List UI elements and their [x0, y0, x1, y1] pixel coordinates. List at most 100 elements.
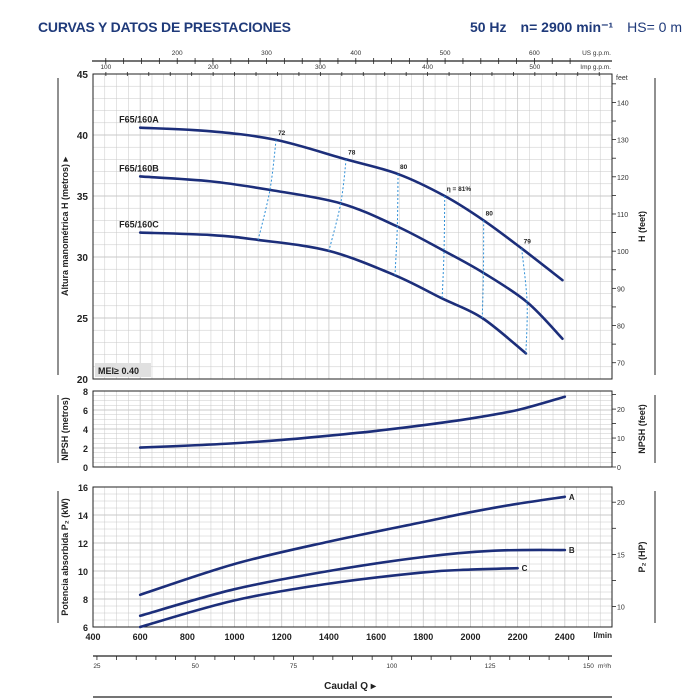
m3h-unit-label: m³/h: [598, 663, 611, 670]
right-tick-label: 90: [617, 286, 625, 293]
y-axis-title: Altura manométrica H (metros) ▸: [60, 157, 70, 297]
impgpm-tick-label: 400: [422, 64, 433, 71]
efficiency-label: 79: [524, 238, 532, 245]
x-unit-label: l/min: [593, 631, 612, 640]
y-axis-right-title: H (feet): [637, 211, 647, 242]
mei-label: MEI≥ 0.40: [98, 366, 139, 376]
speed: n= 2900 min⁻¹: [520, 19, 614, 35]
x-tick-label: 2400: [555, 632, 575, 642]
frequency: 50 Hz: [469, 19, 507, 35]
y-axis-right-title: P₂ (HP): [637, 541, 647, 572]
usgpm-tick-label: 600: [529, 50, 540, 57]
series-curve: [138, 548, 567, 618]
y-tick-label: 25: [77, 314, 89, 325]
usgpm-tick-label: 400: [350, 50, 361, 57]
series-curve: [138, 495, 567, 597]
efficiency-label: 72: [278, 130, 286, 137]
m3h-tick-label: 150: [583, 663, 594, 670]
efficiency-curve: [441, 195, 446, 299]
x-tick-label: 400: [85, 632, 100, 642]
impgpm-unit-label: Imp g.p.m.: [580, 64, 611, 71]
series-label: F65/160B: [119, 163, 159, 173]
efficiency-curve: [328, 159, 347, 252]
x-tick-label: 1200: [272, 632, 292, 642]
series-label: C: [522, 564, 528, 573]
usgpm-tick-label: 200: [172, 50, 183, 57]
y-tick-label: 8: [83, 595, 88, 605]
plot-frame: [92, 73, 613, 380]
y-axis-title: Potencia absorbida P₂ (kW): [60, 498, 70, 616]
right-tick-label: 100: [617, 249, 629, 256]
x-tick-label: 600: [133, 632, 148, 642]
plot-frame: [92, 486, 613, 628]
y-tick-label: 6: [83, 623, 88, 633]
y-tick-label: 12: [78, 539, 88, 549]
m3h-tick-label: 50: [192, 663, 200, 670]
y-tick-label: 40: [77, 131, 89, 142]
efficiency-label: 80: [486, 210, 494, 217]
series-curve: [138, 231, 528, 355]
series-label: A: [569, 493, 575, 502]
x-tick-label: 800: [180, 632, 195, 642]
usgpm-unit-label: US g.p.m.: [582, 50, 611, 57]
impgpm-tick-label: 200: [208, 64, 219, 71]
y-tick-label: 16: [78, 483, 88, 493]
suction-height: HS= 0 m: [627, 19, 682, 35]
x-tick-label: 1000: [225, 632, 245, 642]
efficiency-curve: [481, 220, 485, 319]
y-axis-right-title: NPSH (feet): [637, 404, 647, 454]
efficiency-curve: [394, 174, 399, 276]
m3h-tick-label: 125: [485, 663, 496, 670]
efficiency-curve: [521, 248, 528, 354]
efficiency-label: 80: [400, 164, 408, 171]
right-tick-label: 70: [617, 361, 625, 368]
efficiency-label: 78: [348, 149, 356, 156]
right-tick-label: 0: [617, 465, 621, 472]
series-curve: [138, 126, 564, 282]
right-tick-label: 130: [617, 138, 629, 145]
right-tick-label: 140: [617, 100, 629, 107]
series-label: F65/160A: [119, 115, 159, 125]
right-tick-label: 20: [617, 500, 625, 507]
right-tick-label: 15: [617, 552, 625, 559]
m3h-tick-label: 75: [290, 663, 298, 670]
right-tick-label: 120: [617, 175, 629, 182]
right-tick-label: 110: [617, 212, 628, 219]
right-tick-label: 10: [617, 436, 625, 443]
m3h-tick-label: 100: [386, 663, 397, 670]
series-curve: [138, 395, 567, 449]
y-tick-label: 10: [78, 567, 88, 577]
y-tick-label: 30: [77, 253, 89, 264]
y-tick-label: 14: [78, 511, 88, 521]
y-tick-label: 20: [77, 375, 89, 386]
impgpm-tick-label: 300: [315, 64, 326, 71]
plot-frame: [92, 390, 613, 468]
series-label: B: [569, 546, 575, 555]
operating-conditions: 50 Hz n= 2900 min⁻¹ HS= 0 m: [470, 19, 682, 36]
feet-unit-label: feet: [616, 75, 628, 82]
x-axis-title: Caudal Q ▸: [324, 681, 377, 692]
right-tick-label: 80: [617, 324, 625, 331]
y-tick-label: 35: [77, 192, 89, 203]
y-tick-label: 2: [83, 444, 88, 454]
y-tick-label: 0: [83, 463, 88, 473]
impgpm-tick-label: 500: [529, 64, 540, 71]
y-tick-label: 45: [77, 70, 89, 81]
x-tick-label: 1800: [413, 632, 433, 642]
series-label: F65/160C: [119, 220, 159, 230]
usgpm-tick-label: 300: [261, 50, 272, 57]
y-tick-label: 6: [83, 406, 88, 416]
y-tick-label: 4: [83, 425, 88, 435]
y-axis-title: NPSH (metros): [60, 397, 70, 461]
x-tick-label: 1400: [319, 632, 339, 642]
efficiency-label: η = 81%: [447, 186, 472, 193]
mei-box: [95, 363, 151, 377]
right-tick-label: 10: [617, 605, 625, 612]
x-tick-label: 2200: [508, 632, 528, 642]
series-curve: [138, 566, 519, 629]
usgpm-tick-label: 500: [440, 50, 451, 57]
x-tick-label: 2000: [460, 632, 480, 642]
page-title: CURVAS Y DATOS DE PRESTACIONES: [38, 19, 291, 35]
